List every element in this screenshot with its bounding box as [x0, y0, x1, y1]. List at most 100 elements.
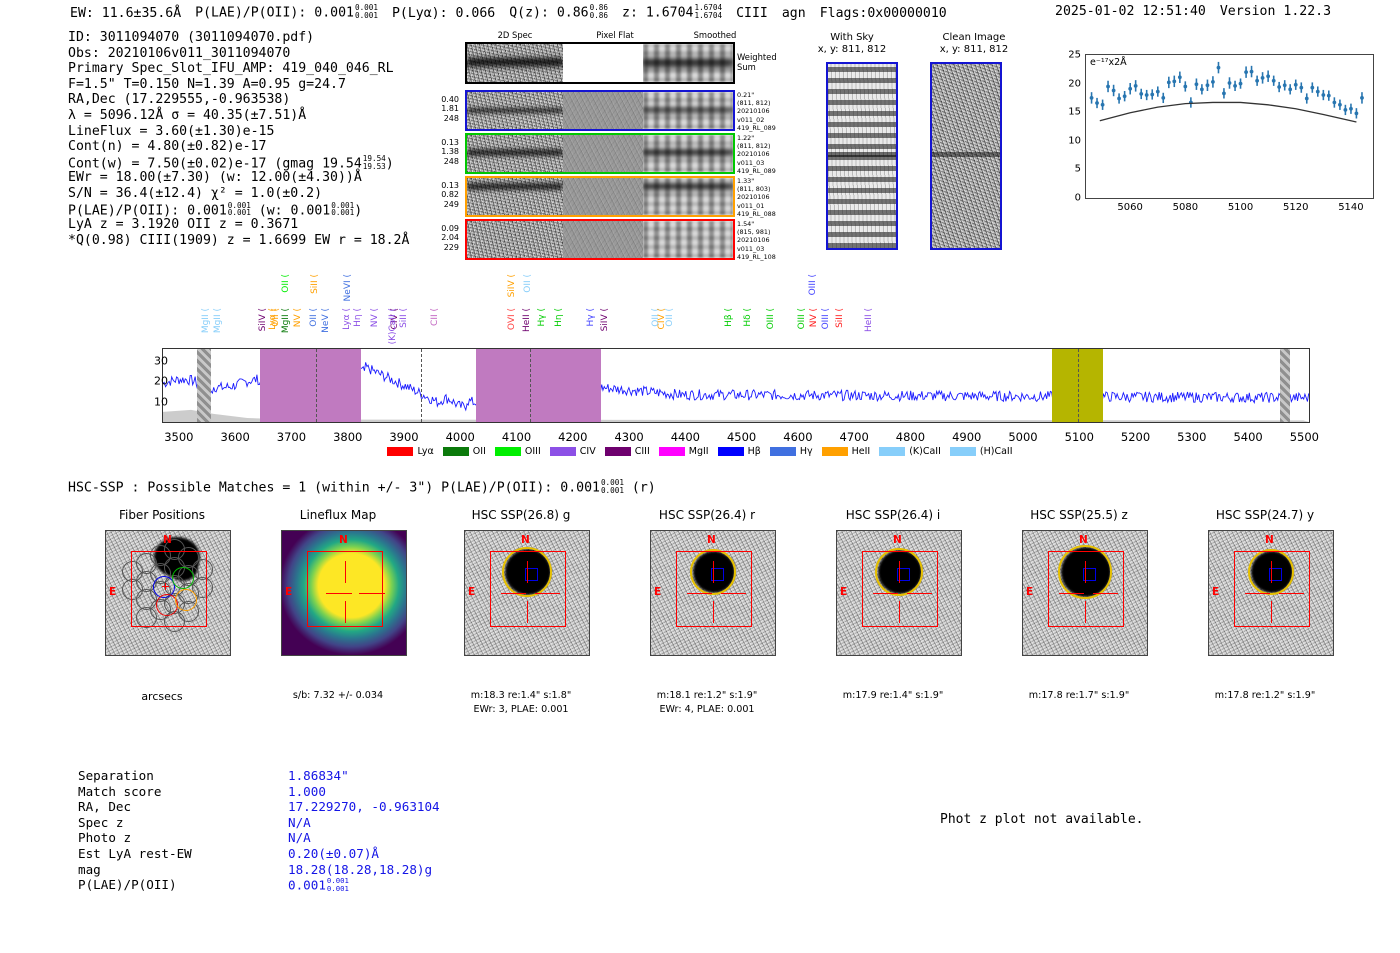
spec2d-right-label: (811, 803) — [737, 185, 771, 194]
thumb-image[interactable]: N E420-2-4-4-2024 — [281, 530, 407, 656]
qz-error-frac: 0.86 0.86 — [589, 3, 609, 20]
legend-label: Lyα — [417, 446, 434, 457]
clean-image-title: Clean Image x, y: 811, 812 — [939, 32, 1009, 55]
thumbnail-panel[interactable]: Lineflux Map N E420-2-4-4-2024 s/b: 7.32… — [238, 508, 438, 736]
thumbnail-panel[interactable]: HSC SSP(26.8) g N E420-2-4-4-2024 m:18.3… — [421, 508, 621, 736]
thumbnail-panel[interactable]: Fiber Positions N E420-2-4-4-2024 arcsec… — [62, 508, 262, 736]
spectrum-line-marker — [1078, 349, 1080, 422]
spec2d-right-label: 1.54" — [737, 220, 755, 228]
detail-label: RA, Dec — [78, 799, 132, 815]
thumb-caption-2: EWr: 3, PLAE: 0.001 — [473, 704, 569, 715]
fiber-circle-orange — [175, 589, 197, 611]
spec2d-cell-2dspec — [467, 44, 563, 82]
thumb-image[interactable]: N E420-2-4-4-2024 — [1208, 530, 1334, 656]
emission-line-label: Hβ ( — [724, 308, 735, 327]
full-spectrum-x-tick: 5500 — [1289, 430, 1319, 444]
info-lambda: λ = 5096.12Å σ = 40.35(±7.51)Å — [68, 107, 307, 123]
spec2d-cell-pixelflat — [563, 44, 643, 82]
spectrum-highlight-band — [475, 349, 601, 422]
spec2d-cell-smoothed — [643, 92, 733, 129]
thumbnail-panel[interactable]: HSC SSP(24.7) y N E420-2-4-4-2024 m:17.8… — [1165, 508, 1365, 736]
with-sky-title: With Sky x, y: 811, 812 — [817, 32, 887, 55]
center-marker — [527, 601, 529, 623]
info-z-solutions: LyA z = 3.1920 OII z = 0.3671 — [68, 217, 299, 233]
detail-value: 1.86834" — [288, 768, 349, 783]
spec2d-right-label: 20210106 — [737, 236, 770, 245]
spec2d-right-label: v011_03 — [737, 244, 765, 253]
east-label: E — [1026, 586, 1034, 598]
center-marker — [1279, 593, 1304, 595]
spec2d-panel-group: 2D Spec Pixel Flat Smoothed Weighted Sum — [425, 30, 795, 261]
header-right-group: 2025-01-02 12:51:40 Version 1.22.3 — [1055, 4, 1345, 19]
full-spectrum-x-tick: 4800 — [895, 430, 926, 444]
emission-line-label: SiII ( — [398, 308, 409, 328]
fiber-circle-green — [172, 567, 194, 589]
full-spectrum-frame: e⁻¹⁷x2Å — [162, 348, 1310, 423]
north-label: N — [1265, 534, 1274, 546]
full-spectrum-x-tick: 3500 — [164, 430, 194, 444]
spec2d-right-label: v011_02 — [737, 115, 765, 124]
detail-label: Est LyA rest-EW — [78, 846, 192, 861]
hsc-section-header: HSC-SSP : Possible Matches = 1 (within +… — [68, 478, 656, 496]
source-aperture-circle[interactable] — [1248, 549, 1294, 595]
thumb-image[interactable]: N E420-2-4-4-2024 — [1022, 530, 1148, 656]
info-cont-w: Cont(w) = 7.50(±0.02)e-17 (gmag 19.54 19.… — [68, 153, 394, 172]
thumb-image[interactable]: N E420-2-4-4-2024 — [105, 530, 231, 656]
info-params: F=1.5" T=0.150 N=1.39 A=0.95 g=24.7 — [68, 76, 346, 92]
thumb-caption-1: m:17.8 re:1.7" s:1.9" — [1028, 690, 1130, 701]
thumbnail-panel[interactable]: HSC SSP(26.4) r N E420-2-4-4-2024 m:18.1… — [607, 508, 807, 736]
legend-swatch — [442, 447, 469, 456]
info-obs: Obs: 20210106v011_3011094070 — [68, 45, 291, 61]
spectrum-line-marker — [315, 349, 317, 422]
emission-line-label: HeII ( — [864, 308, 875, 332]
thumb-image[interactable]: N E420-2-4-4-2024 — [836, 530, 962, 656]
spec2d-row-left-labels: 0.13 0.82 249 — [425, 181, 459, 209]
center-marker — [527, 561, 529, 583]
source-aperture-circle[interactable] — [1058, 545, 1112, 599]
spec2d-cell-smoothed — [643, 221, 733, 258]
sky-clean-group: With Sky x, y: 811, 812 Clean Image x, y… — [800, 32, 1030, 254]
emission-line-label: NeVI ( — [342, 274, 353, 302]
zoom-plot-x-tick: 5140 — [1338, 202, 1364, 213]
spec2d-col-title-2dspec: 2D Spec — [497, 30, 533, 40]
spec2d-right-label: v011_03 — [737, 158, 765, 167]
emission-line-label: Hη ( — [352, 308, 363, 327]
spectrum-line-marker — [420, 349, 422, 422]
detail-label: Spec z — [78, 814, 124, 830]
center-marker — [501, 593, 526, 595]
source-aperture-circle[interactable] — [690, 549, 736, 595]
emission-line-label: NV ( — [293, 308, 304, 328]
full-spectrum-x-tick: 5100 — [1064, 430, 1094, 444]
thumb-caption-1: s/b: 7.32 +/- 0.034 — [292, 690, 384, 701]
thumb-image[interactable]: N E420-2-4-4-2024 — [464, 530, 590, 656]
spec2d-right-label: 419_RL_089 — [737, 123, 776, 132]
thumb-title: Fiber Positions — [118, 508, 206, 522]
full-spectrum-x-tick: 3900 — [389, 430, 419, 444]
zoom-plot-y-tick: 0 — [1074, 192, 1081, 204]
spec2d-left-label: 248 — [443, 156, 459, 166]
emission-line-label: SiIV ( — [507, 274, 518, 298]
legend-swatch — [949, 447, 976, 456]
detail-value: 1.000 — [288, 783, 326, 799]
full-spectrum-x-tick: 3700 — [276, 430, 307, 444]
spec2d-cell-pixelflat — [563, 135, 643, 172]
detail-label: Match score — [78, 783, 162, 799]
emission-line-label: NV ( — [808, 308, 819, 328]
center-marker — [1271, 561, 1273, 583]
center-marker — [687, 593, 712, 595]
detail-value: 17.229270, -0.963104 — [288, 799, 440, 815]
thumb-title: HSC SSP(25.5) z — [1030, 508, 1128, 522]
z-error-frac: 1.6704 1.6704 — [694, 3, 723, 20]
center-marker — [326, 593, 352, 595]
spec2d-cell-smoothed — [643, 178, 733, 215]
detail-value: N/A — [288, 830, 311, 846]
source-aperture-circle[interactable] — [502, 547, 552, 597]
detail-label: Photo z — [78, 830, 132, 846]
thumbnail-panel[interactable]: HSC SSP(25.5) z N E420-2-4-4-2024 m:17.8… — [979, 508, 1179, 736]
aperture-box — [131, 551, 207, 627]
thumbnail-panel[interactable]: HSC SSP(26.4) i N E420-2-4-4-2024 m:17.9… — [793, 508, 993, 736]
source-aperture-circle[interactable] — [875, 548, 923, 596]
spec2d-right-label: 20210106 — [737, 107, 770, 116]
thumb-image[interactable]: N E420-2-4-4-2024 — [650, 530, 776, 656]
legend-swatch — [879, 447, 906, 456]
